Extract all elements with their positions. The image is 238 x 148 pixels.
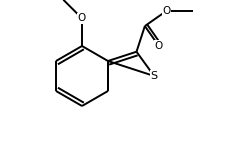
Text: O: O [155, 41, 163, 51]
Text: O: O [162, 6, 171, 16]
Text: S: S [151, 71, 158, 81]
Text: O: O [78, 13, 86, 23]
